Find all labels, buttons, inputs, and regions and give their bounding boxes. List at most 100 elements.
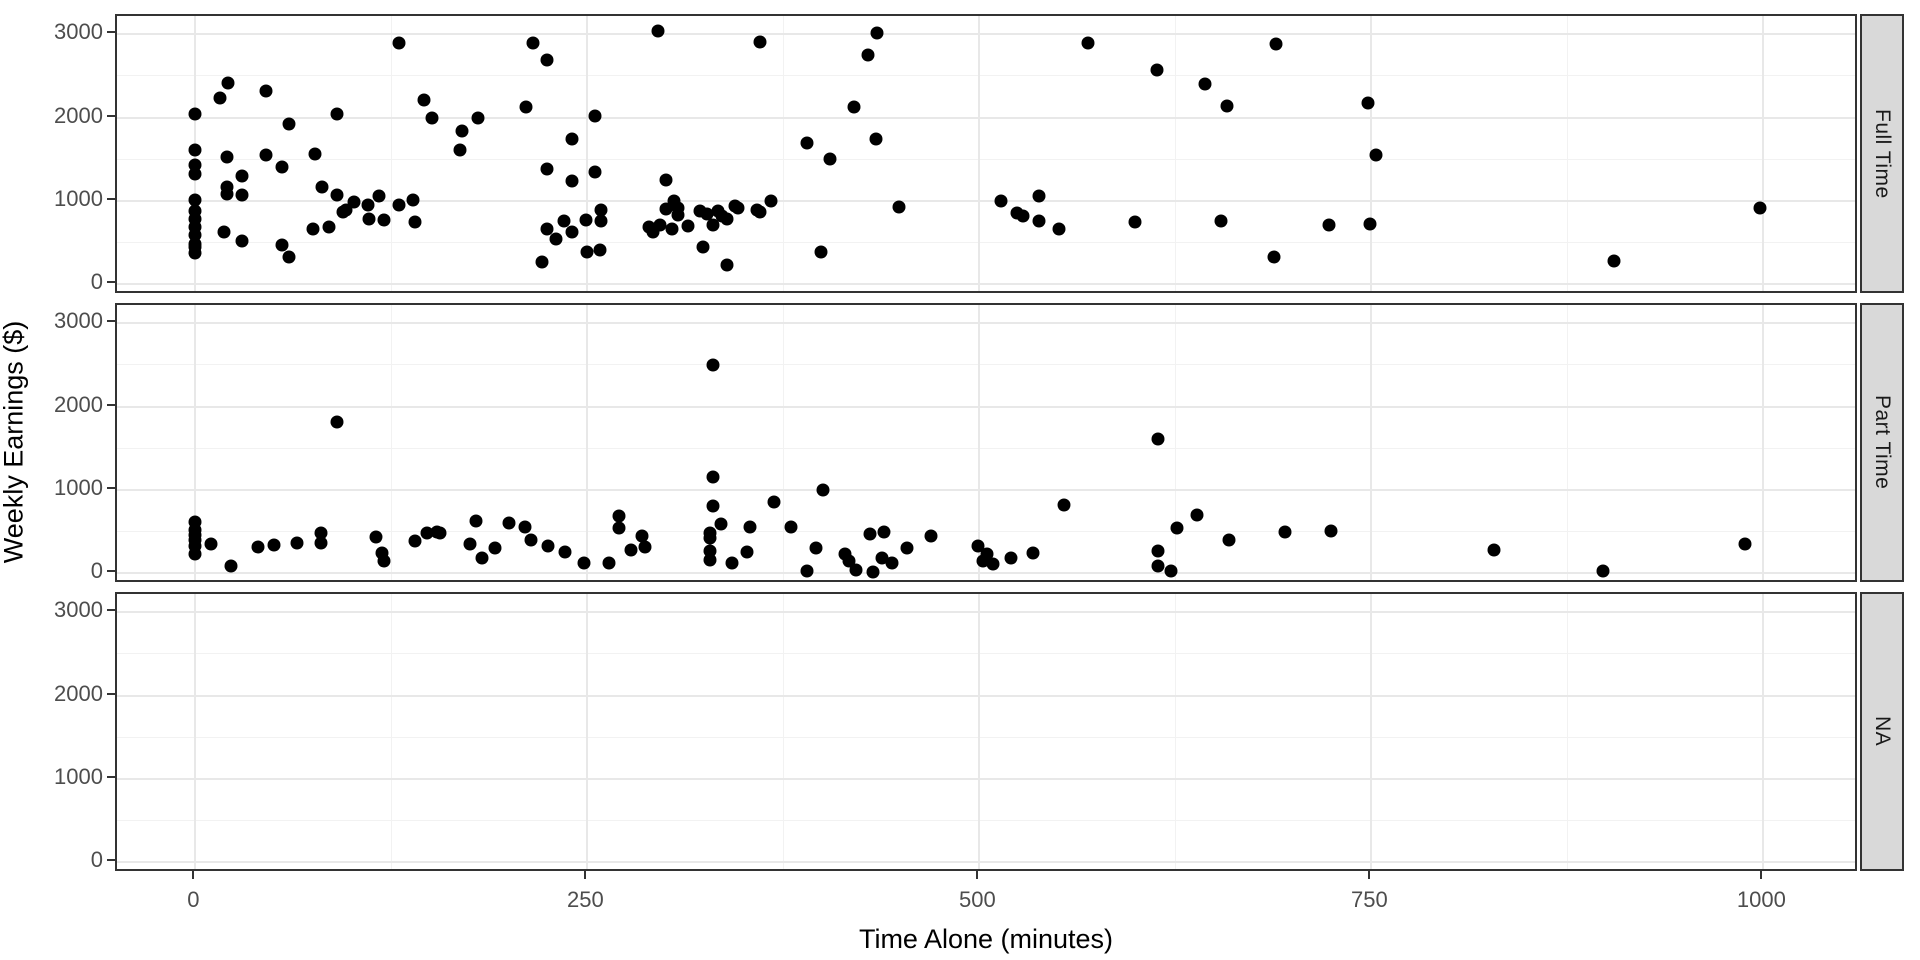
data-point: [217, 225, 231, 239]
y-tick-label: 0: [90, 847, 103, 872]
y-tick-mark: [107, 859, 115, 861]
y-axis-title: Weekly Earnings ($): [0, 320, 29, 564]
data-point: [336, 205, 350, 219]
data-point: [580, 245, 594, 259]
data-point: [1170, 521, 1184, 535]
y-minor-gridline: [117, 819, 1855, 821]
x-minor-gridline: [782, 305, 784, 580]
data-point: [188, 193, 202, 207]
data-point: [455, 124, 469, 138]
x-major-gridline: [978, 594, 981, 869]
y-major-gridline: [117, 777, 1855, 780]
y-tick-label: 3000: [54, 597, 103, 623]
x-minor-gridline: [1566, 305, 1568, 580]
y-tick-mark: [107, 570, 115, 572]
data-point: [1190, 508, 1204, 522]
data-point: [330, 415, 343, 429]
data-point: [471, 111, 485, 125]
x-major-gridline: [1762, 16, 1765, 291]
data-point: [594, 203, 608, 217]
data-point: [1269, 37, 1283, 51]
data-point: [849, 563, 862, 577]
data-point: [417, 93, 431, 107]
data-point: [406, 193, 420, 207]
data-point: [188, 167, 202, 181]
x-tick-mark: [584, 871, 587, 879]
data-point: [188, 107, 202, 121]
y-minor-gridline: [117, 530, 1855, 532]
data-point: [392, 198, 406, 212]
data-point: [1369, 148, 1383, 162]
data-point: [612, 509, 626, 523]
y-tick-label: 1000: [54, 185, 103, 211]
data-point: [469, 514, 483, 528]
data-point: [290, 536, 304, 550]
data-point: [1324, 524, 1338, 538]
x-major-gridline: [194, 305, 197, 580]
data-point: [221, 76, 235, 90]
y-major-gridline: [117, 283, 1855, 285]
data-point: [558, 545, 572, 559]
data-point: [488, 541, 502, 555]
data-point: [453, 143, 467, 157]
data-point: [259, 148, 273, 162]
y-minor-gridline: [117, 364, 1855, 366]
data-point: [314, 536, 328, 550]
data-point: [282, 250, 296, 264]
data-point: [433, 526, 447, 540]
y-minor-gridline: [117, 653, 1855, 655]
x-major-gridline: [1762, 305, 1765, 580]
data-point: [188, 246, 202, 260]
facet-panel-na: [115, 592, 1857, 871]
data-point: [720, 258, 734, 272]
data-point: [361, 198, 375, 212]
data-point: [700, 207, 714, 221]
x-tick-mark: [192, 871, 195, 879]
data-point: [579, 213, 593, 226]
data-point: [377, 213, 391, 227]
data-point: [1128, 215, 1142, 229]
x-major-gridline: [1370, 594, 1373, 869]
x-minor-gridline: [1566, 594, 1568, 869]
x-minor-gridline: [1174, 16, 1176, 291]
data-point: [1057, 498, 1071, 512]
data-point: [823, 152, 837, 166]
facet-strip-label: Full Time: [1871, 108, 1894, 199]
data-point: [1164, 564, 1178, 578]
y-major-gridline: [117, 572, 1855, 574]
facet-strip-label: Part Time: [1871, 395, 1894, 490]
y-tick-label: 0: [90, 558, 103, 583]
data-point: [866, 565, 880, 579]
data-point: [800, 136, 814, 150]
data-point: [1052, 222, 1066, 236]
x-tick-mark: [976, 871, 979, 879]
x-major-gridline: [194, 594, 197, 869]
data-point: [900, 541, 914, 555]
facet-panel-part-time: [115, 303, 1857, 582]
data-point: [809, 541, 823, 555]
data-point: [753, 205, 767, 219]
data-point: [463, 537, 477, 551]
data-point: [1032, 214, 1046, 228]
data-point: [251, 540, 265, 554]
x-minor-gridline: [390, 16, 392, 291]
data-point: [540, 162, 554, 176]
y-tick-label: 0: [90, 269, 103, 294]
data-point: [1363, 217, 1377, 231]
data-point: [659, 173, 673, 187]
data-point: [651, 24, 665, 38]
facet-panel-full-time: [115, 14, 1857, 293]
data-point: [1222, 533, 1236, 547]
y-minor-gridline: [117, 75, 1855, 77]
y-major-gridline: [117, 405, 1855, 408]
facet-strip: NA: [1860, 592, 1904, 871]
x-tick-label: 0: [187, 887, 200, 912]
data-point: [330, 188, 343, 202]
x-tick-mark: [1368, 871, 1371, 879]
data-point: [1026, 546, 1040, 560]
data-point: [369, 530, 383, 544]
data-point: [188, 547, 202, 561]
data-point: [753, 35, 767, 49]
data-point: [306, 222, 320, 236]
